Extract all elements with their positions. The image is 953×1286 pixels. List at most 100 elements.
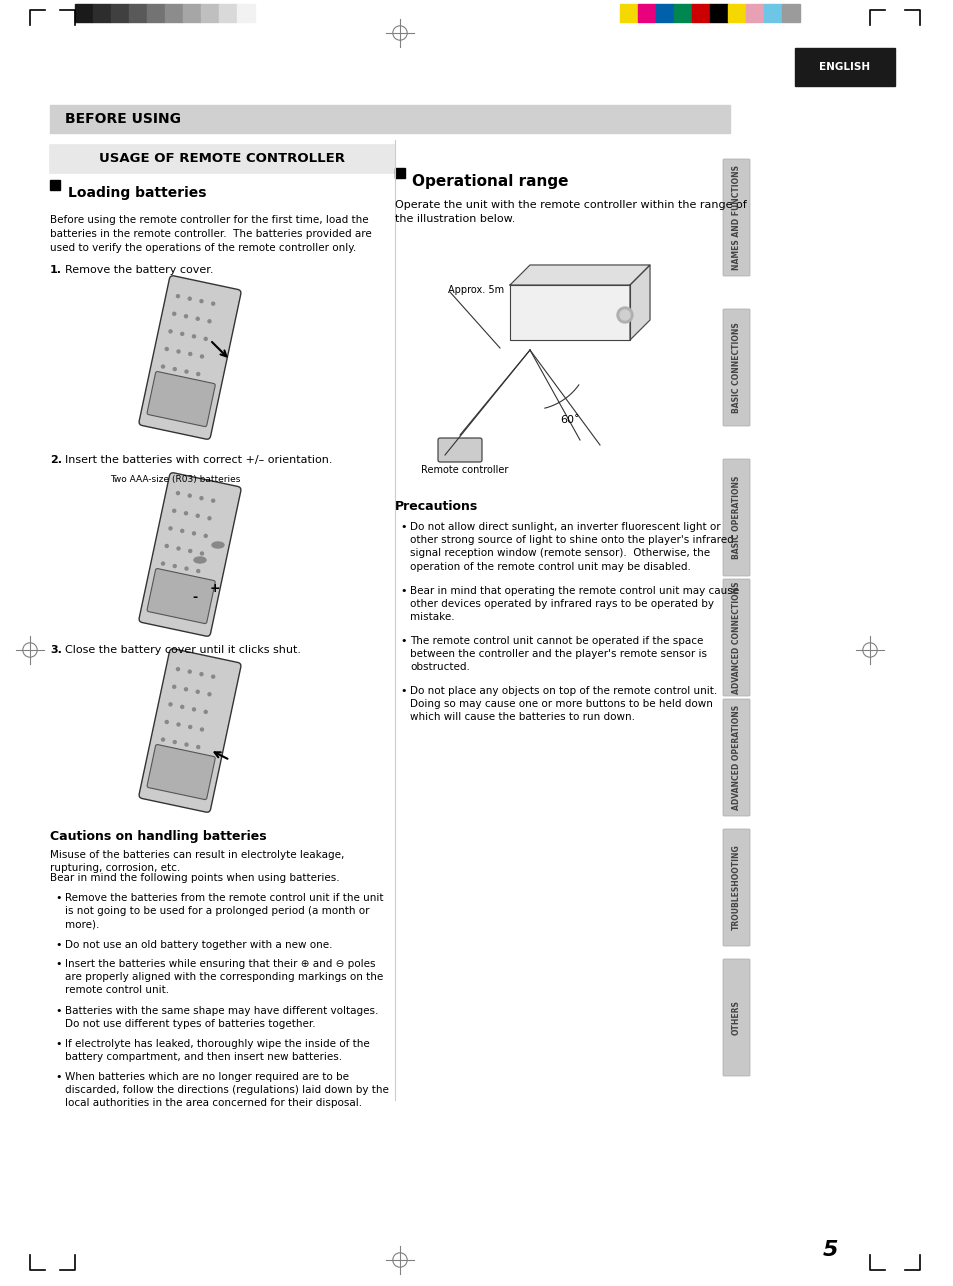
Circle shape [161,365,164,368]
Bar [691,4,709,22]
Text: •: • [399,637,406,646]
Circle shape [173,368,176,370]
Text: ENGLISH: ENGLISH [819,62,870,72]
Bar [709,4,727,22]
Circle shape [193,532,195,535]
Polygon shape [510,265,649,285]
FancyBboxPatch shape [722,700,749,817]
Text: The remote control unit cannot be operated if the space
between the controller a: The remote control unit cannot be operat… [410,637,706,673]
Text: Batteries with the same shape may have different voltages.
Do not use different : Batteries with the same shape may have d… [65,1006,378,1029]
Circle shape [169,527,172,530]
Circle shape [185,567,188,570]
Circle shape [176,491,179,495]
Circle shape [169,703,172,706]
Circle shape [153,597,157,601]
Circle shape [193,334,195,338]
Text: -: - [193,592,197,604]
Circle shape [184,512,188,514]
Text: 2.: 2. [50,455,62,466]
Circle shape [208,693,211,696]
Text: •: • [399,685,406,696]
Circle shape [196,514,199,517]
Circle shape [208,320,211,323]
Circle shape [617,307,633,323]
Circle shape [181,761,184,764]
Circle shape [196,373,199,376]
Circle shape [153,773,157,777]
Circle shape [196,318,199,320]
Circle shape [172,509,175,512]
Text: Remote controller: Remote controller [421,466,508,475]
Ellipse shape [212,541,224,548]
Text: Misuse of the batteries can result in electrolyte leakage,
rupturing, corrosion,: Misuse of the batteries can result in el… [50,850,344,873]
Text: Before using the remote controller for the first time, load the
batteries in the: Before using the remote controller for t… [50,215,372,253]
Text: BEFORE USING: BEFORE USING [65,112,181,126]
Circle shape [189,604,193,608]
Text: Bear in mind that operating the remote control unit may cause
other devices oper: Bear in mind that operating the remote c… [410,586,739,622]
Circle shape [200,300,203,302]
FancyBboxPatch shape [722,959,749,1076]
Circle shape [157,383,161,386]
Bar [111,4,129,22]
Bar [92,4,111,22]
Circle shape [204,535,207,538]
FancyBboxPatch shape [722,579,749,696]
Polygon shape [629,265,649,340]
Text: Remove the batteries from the remote control unit if the unit
is not going to be: Remove the batteries from the remote con… [65,892,383,930]
Circle shape [204,710,207,714]
Circle shape [177,350,180,352]
Bar [129,4,147,22]
Text: BASIC CONNECTIONS: BASIC CONNECTIONS [731,322,740,413]
Circle shape [176,294,179,297]
Text: •: • [55,1073,61,1082]
Text: When batteries which are no longer required are to be
discarded, follow the dire: When batteries which are no longer requi… [65,1073,389,1109]
Bar [50,105,729,132]
Text: Do not allow direct sunlight, an inverter fluorescent light or
other strong sour: Do not allow direct sunlight, an inverte… [410,522,733,571]
FancyBboxPatch shape [722,309,749,426]
Circle shape [200,552,203,556]
Text: •: • [55,940,61,950]
FancyBboxPatch shape [139,275,241,440]
Circle shape [193,763,195,766]
FancyBboxPatch shape [147,372,215,427]
Text: Do not place any objects on top of the remote control unit.
Doing so may cause o: Do not place any objects on top of the r… [410,685,717,723]
Bar [673,4,691,22]
Bar [183,4,201,22]
Text: •: • [55,892,61,903]
Circle shape [184,315,188,318]
FancyBboxPatch shape [722,829,749,946]
Circle shape [188,297,191,300]
Text: Close the battery cover until it clicks shut.: Close the battery cover until it clicks … [65,646,301,655]
Circle shape [619,310,629,320]
Polygon shape [510,285,629,340]
Bar [147,4,165,22]
Text: Approx. 5m: Approx. 5m [448,285,503,294]
Bar [794,48,894,86]
Text: •: • [399,586,406,595]
Circle shape [165,720,168,724]
Circle shape [170,583,172,585]
Circle shape [188,494,191,498]
Bar [638,4,656,22]
Circle shape [189,781,193,783]
Circle shape [189,408,193,410]
Bar [75,4,92,22]
Circle shape [204,337,207,341]
Circle shape [181,387,184,391]
Circle shape [166,775,169,779]
Circle shape [166,599,169,603]
Circle shape [200,496,203,500]
Circle shape [196,570,199,572]
Circle shape [177,602,180,606]
Bar [619,4,638,22]
Circle shape [172,685,175,688]
Circle shape [184,688,188,691]
Text: •: • [55,1006,61,1016]
Text: Insert the batteries with correct +/– orientation.: Insert the batteries with correct +/– or… [65,455,333,466]
Bar [395,168,405,177]
FancyBboxPatch shape [722,459,749,576]
FancyBboxPatch shape [147,745,215,800]
FancyBboxPatch shape [139,648,241,813]
Circle shape [200,355,203,358]
Text: Do not use an old battery together with a new one.: Do not use an old battery together with … [65,940,333,950]
